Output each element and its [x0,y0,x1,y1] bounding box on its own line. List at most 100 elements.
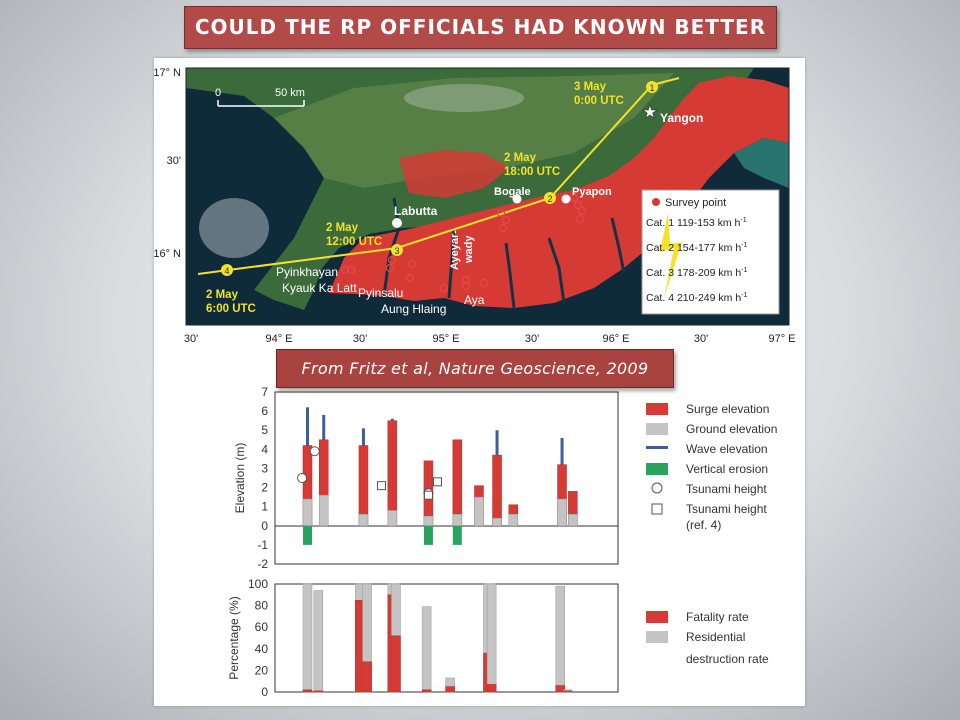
ground-bar [508,514,519,527]
tsunami-point [309,446,320,457]
lon-label: 30' [694,333,708,345]
ground-bar [492,517,502,527]
lat-label: 30' [167,155,181,167]
svg-text:Cat. 2 154-177 km h-1: Cat. 2 154-177 km h-1 [646,242,748,254]
svg-text:Aya: Aya [464,293,485,307]
flooded-patch [399,150,509,198]
svg-text:Pyapon: Pyapon [572,186,612,198]
slide-title: COULD THE RP OFFICIALS HAD KNOWN BETTER … [184,6,777,80]
map: 17° N 30' 16° N 30' 94° E 30' 95° E 30' … [153,67,795,345]
ground-bar [387,510,398,527]
svg-text:Aung Hlaing: Aung Hlaing [381,302,446,316]
tsunami-ref-point [423,490,433,500]
lon-label: 30' [525,333,539,345]
tsunami-ref-point [377,481,387,491]
survey-points [340,193,587,293]
lon-label: 30' [353,333,367,345]
town-marker [561,194,571,204]
svg-text:3 May: 3 May [574,81,607,93]
lon-label: 30' [184,333,198,345]
fatality-bar [391,635,401,693]
lon-label: 94° E [265,333,292,345]
erosion-bar [452,525,462,545]
wave-bar [322,414,326,440]
place-labels: Yangon Bogale Pyapon Labutta Pyinkhayan … [276,111,703,316]
map-frame [185,67,790,326]
percentage-tick-label: 40 [255,642,269,656]
ground-bar [557,498,567,527]
wave-bar [305,407,309,446]
wave-bar [361,428,365,446]
fatality-bar [562,690,573,693]
surge-bar [358,445,369,527]
lon-label: 97° E [768,333,795,345]
svg-text:Pyinsalu: Pyinsalu [358,286,403,300]
residential-bar [421,606,432,693]
percentage-tick-label: 100 [248,577,268,591]
surge-bar [452,439,463,527]
elevation-legend: Surge elevation Ground elevation Wave el… [646,402,777,532]
elevation-tick-label: 2 [261,481,268,495]
svg-text:destruction rate: destruction rate [686,652,769,666]
percentage-tick-label: 0 [261,685,268,699]
tsunami-point [297,473,308,483]
source-credit: From Fritz et al, Nature Geoscience, 200… [276,349,674,388]
fatality-bar [302,689,313,693]
fatality-bar [486,684,497,693]
svg-text:Survey point: Survey point [665,197,726,209]
town-marker [392,218,402,228]
map-legend: Survey point Cat. 1 119-153 km h-1 Cat. … [641,189,780,315]
town-marker [512,194,522,204]
svg-text:Yangon: Yangon [660,111,703,125]
svg-text:Fatality rate: Fatality rate [686,610,749,624]
figure-panel: 17° N 30' 16° N 30' 94° E 30' 95° E 30' … [153,58,805,706]
cloud [404,84,524,112]
elevation-tick-label: -1 [257,538,268,552]
residential-bar [486,583,497,693]
fatality-bar [421,689,432,693]
elevation-tick-label: 0 [261,519,268,533]
svg-text:3: 3 [394,246,399,256]
svg-text:0:00 UTC: 0:00 UTC [574,95,624,107]
svg-text:4: 4 [224,266,229,276]
svg-text:50 km: 50 km [275,87,305,99]
elevation-ticks: 7 6 5 4 3 2 1 0 -1 -2 [257,385,268,571]
svg-text:Surge elevation: Surge elevation [686,402,769,416]
residential-bar [313,590,324,693]
percentage-tick-label: 20 [255,663,269,677]
percentage-tick-label: 60 [255,620,269,634]
lon-label: 95° E [432,333,459,345]
svg-text:Residential: Residential [686,630,745,644]
svg-text:Tsunami height: Tsunami height [686,502,767,516]
elevation-tick-label: 7 [261,385,268,399]
percentage-bars [302,583,573,693]
elevation-tick-label: -2 [257,557,268,571]
flooded-area [329,76,789,308]
svg-text:Ayeyar-: Ayeyar- [449,230,461,270]
wave-bar [390,418,394,421]
fatality-bar [555,685,565,693]
wave-bar [495,430,499,456]
cyclone-symbol: 4 3 2 1 [221,81,658,276]
lat-label: 16° N [154,248,181,260]
svg-text:0: 0 [215,87,221,99]
percentage-tick-label: 80 [255,599,269,613]
surge-bar [387,420,398,527]
percentage-frame [274,583,619,693]
svg-text:Bogale: Bogale [494,186,531,198]
scale-bar: 0 50 km [215,87,305,107]
ground-bar [568,514,578,527]
track-labels: 2 May 6:00 UTC 2 May 12:00 UTC 2 May 18:00 … [206,81,624,315]
percentage-ylabel: Percentage (%) [227,596,241,679]
residential-bar [302,583,313,693]
svg-text:wady: wady [463,235,475,264]
fatality-bar [362,661,372,693]
residential-bar [555,585,565,693]
elevation-chart: 7 6 5 4 3 2 1 0 -1 -2 Elevation (m) Surge elevati… [233,385,777,571]
svg-text:Cat. 4 210-249 km h-1: Cat. 4 210-249 km h-1 [646,292,748,304]
ground-bar [474,496,484,527]
percentage-chart: 100 80 60 40 20 0 Percentage (%) Fatality rat… [227,577,769,699]
svg-text:Pyinkhayan: Pyinkhayan [276,265,338,279]
svg-text:1: 1 [649,83,654,93]
elevation-tick-label: 5 [261,423,268,437]
